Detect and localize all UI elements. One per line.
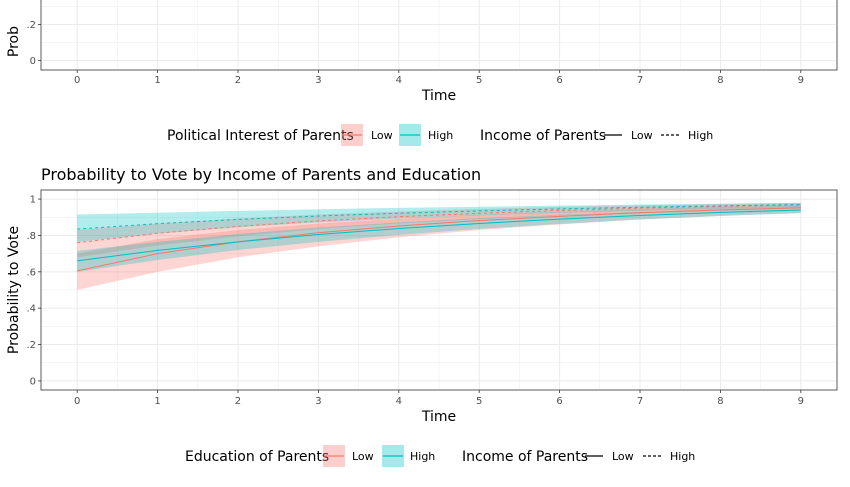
x-tick-label: 2 bbox=[235, 396, 241, 407]
y-tick-label: .4 bbox=[26, 304, 36, 315]
x-tick-label: 6 bbox=[556, 396, 562, 407]
series-line bbox=[77, 204, 801, 244]
x-tick-label: 5 bbox=[476, 396, 482, 407]
y-tick-label: .8 bbox=[26, 231, 36, 242]
confidence-ribbon bbox=[77, 202, 801, 242]
y-axis-title: Probability to Vote bbox=[6, 226, 22, 354]
x-tick-label: 0 bbox=[74, 396, 80, 407]
top-gridlines bbox=[41, 0, 837, 70]
y-tick-label: .6 bbox=[26, 267, 36, 278]
plot-panel-border bbox=[40, 189, 838, 391]
top-x-tick-label: 0 bbox=[74, 75, 80, 86]
top-x-tick-label: 9 bbox=[798, 75, 804, 86]
legend-label-income-high: High bbox=[670, 450, 695, 463]
x-axis-title: Time bbox=[421, 409, 456, 425]
main-chart: Probability to Vote by Income of Parents… bbox=[6, 165, 838, 467]
top-legend-label-low: Low bbox=[371, 129, 393, 142]
series-line bbox=[77, 204, 801, 230]
top-chart: 0 1 2 3 4 5 6 7 8 9 .2 0 Prob Time Political Inte… bbox=[6, 0, 838, 146]
gridlines bbox=[41, 190, 837, 390]
x-tick-label: 8 bbox=[717, 396, 723, 407]
legend: Education of Parents Low High Income of … bbox=[185, 445, 695, 467]
x-axis-ticks: 0 1 2 3 4 5 6 7 8 9 bbox=[74, 390, 804, 407]
top-x-tick-label: 8 bbox=[717, 75, 723, 86]
top-x-tick-label: 5 bbox=[476, 75, 482, 86]
top-legend: Political Interest of Parents Low High I… bbox=[167, 124, 713, 146]
top-x-axis-title: Time bbox=[421, 88, 456, 104]
top-legend-color-title: Political Interest of Parents bbox=[167, 128, 354, 144]
series-lines bbox=[77, 204, 801, 272]
top-y-tick-label: 0 bbox=[30, 56, 36, 67]
y-tick-label: 0 bbox=[30, 376, 36, 387]
x-tick-label: 4 bbox=[396, 396, 402, 407]
top-legend-label-income-high: High bbox=[688, 129, 713, 142]
x-tick-label: 9 bbox=[798, 396, 804, 407]
confidence-ribbon bbox=[77, 202, 801, 258]
top-legend-linetype-title: Income of Parents bbox=[480, 128, 606, 144]
legend-color-title: Education of Parents bbox=[185, 449, 329, 465]
confidence-ribbon bbox=[77, 205, 801, 290]
y-tick-label: .2 bbox=[26, 340, 36, 351]
x-tick-label: 3 bbox=[315, 396, 321, 407]
top-x-tick-label: 3 bbox=[315, 75, 321, 86]
x-tick-label: 1 bbox=[154, 396, 160, 407]
top-x-axis-ticks: 0 1 2 3 4 5 6 7 8 9 bbox=[74, 70, 804, 86]
legend-label-high: High bbox=[410, 450, 435, 463]
legend-label-income-low: Low bbox=[612, 450, 634, 463]
confidence-ribbon bbox=[77, 207, 801, 272]
top-x-tick-label: 2 bbox=[235, 75, 241, 86]
chart-title: Probability to Vote by Income of Parents… bbox=[41, 165, 481, 184]
top-y-tick-label: .2 bbox=[26, 20, 36, 31]
x-tick-label: 7 bbox=[637, 396, 643, 407]
top-x-tick-label: 6 bbox=[556, 75, 562, 86]
top-y-axis-title: Prob bbox=[6, 26, 22, 57]
legend-linetype-title: Income of Parents bbox=[462, 449, 588, 465]
top-legend-label-income-low: Low bbox=[631, 129, 653, 142]
top-x-tick-label: 7 bbox=[637, 75, 643, 86]
y-axis-ticks: 1 .8 .6 .4 .2 0 bbox=[26, 195, 41, 387]
legend-label-low: Low bbox=[352, 450, 374, 463]
top-legend-label-high: High bbox=[428, 129, 453, 142]
top-x-tick-label: 4 bbox=[396, 75, 402, 86]
y-tick-label: 1 bbox=[30, 195, 36, 206]
series-line bbox=[77, 209, 801, 262]
series-line bbox=[77, 207, 801, 272]
top-x-tick-label: 1 bbox=[154, 75, 160, 86]
confidence-ribbons bbox=[77, 202, 801, 290]
